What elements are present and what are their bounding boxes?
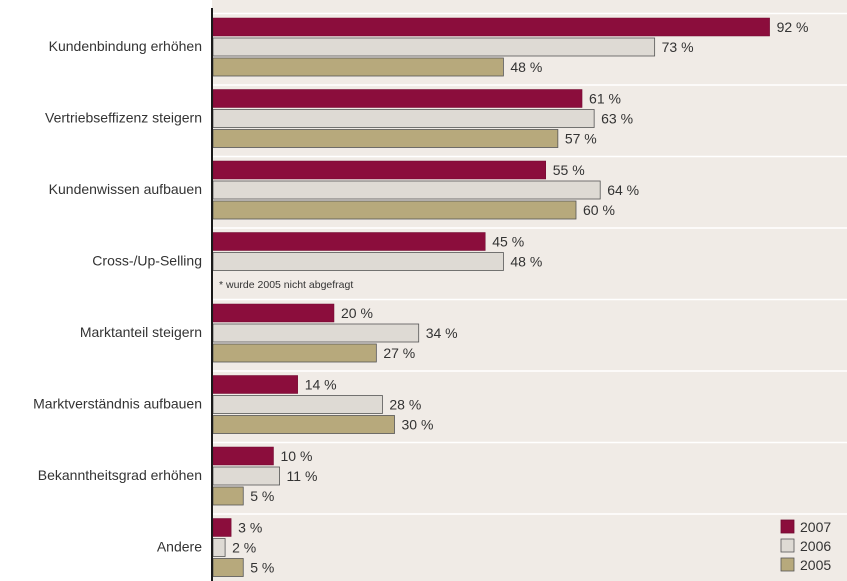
legend-label-2007: 2007 [800, 519, 831, 535]
value-label-marktanteil-steigern-2006: 34 % [426, 325, 458, 341]
value-label-bekanntheitsgrad-erhöhen-2007: 10 % [281, 448, 313, 464]
legend-label-2005: 2005 [800, 557, 831, 573]
value-label-bekanntheitsgrad-erhöhen-2006: 11 % [287, 468, 318, 484]
bar-bekanntheitsgrad-erhöhen-2006 [212, 466, 280, 486]
bar-kundenbindung-erhöhen-2006 [212, 37, 656, 57]
value-label-andere-2005: 5 % [250, 560, 274, 576]
bar-kundenbindung-erhöhen-2007 [212, 17, 770, 37]
bar-marktanteil-steigern-2007 [212, 303, 335, 323]
value-label-kundenwissen-aufbauen-2006: 64 % [607, 182, 639, 198]
bar-kundenwissen-aufbauen-2005 [212, 200, 577, 220]
value-label-kundenbindung-erhöhen-2005: 48 % [510, 59, 542, 75]
legend: 2007 2006 2005 [780, 519, 831, 573]
value-label-andere-2007: 3 % [238, 520, 262, 536]
value-label-bekanntheitsgrad-erhöhen-2005: 5 % [250, 488, 274, 504]
legend-swatch-2006 [780, 538, 795, 553]
bar-vertriebseffizenz-steigern-2007 [212, 89, 583, 108]
value-label-marktanteil-steigern-2007: 20 % [341, 305, 373, 321]
bar-vertriebseffizenz-steigern-2006 [212, 109, 595, 128]
bar-bekanntheitsgrad-erhöhen-2005 [212, 486, 244, 506]
value-label-andere-2006: 2 % [232, 540, 256, 556]
bar-kundenbindung-erhöhen-2005 [212, 57, 504, 77]
bar-cross-up-selling-2007 [212, 232, 486, 251]
value-label-vertriebseffizenz-steigern-2007: 61 % [589, 91, 621, 107]
group-separators [212, 12, 847, 515]
value-label-cross-up-selling-2006: 48 % [510, 254, 542, 270]
category-label-marktverständnis-aufbauen: Marktverständnis aufbauen [33, 396, 202, 412]
category-label-marktanteil-steigern: Marktanteil steigern [80, 324, 202, 340]
category-labels: Kundenbindung erhöhen Vertriebseffizenz s… [33, 38, 202, 555]
value-label-marktanteil-steigern-2005: 27 % [383, 345, 415, 361]
value-label-kundenbindung-erhöhen-2007: 92 % [777, 19, 809, 35]
bars [212, 17, 770, 577]
value-label-marktverständnis-aufbauen-2007: 14 % [305, 377, 337, 393]
legend-swatch-2005 [780, 557, 795, 572]
value-label-cross-up-selling-2007: 45 % [492, 234, 524, 250]
category-label-vertriebseffizenz-steigern: Vertriebseffizenz steigern [45, 110, 202, 126]
bar-marktverständnis-aufbauen-2005 [212, 415, 395, 434]
value-label-vertriebseffizenz-steigern-2005: 57 % [565, 131, 597, 147]
category-label-bekanntheitsgrad-erhöhen: Bekanntheitsgrad erhöhen [38, 467, 202, 483]
bar-cross-up-selling-2006 [212, 252, 504, 271]
value-label-kundenwissen-aufbauen-2007: 55 % [553, 162, 585, 178]
footnote: * wurde 2005 nicht abgefragt [219, 279, 353, 291]
legend-swatch-2007 [780, 519, 795, 534]
value-label-kundenbindung-erhöhen-2006: 73 % [662, 39, 694, 55]
value-label-marktverständnis-aufbauen-2006: 28 % [389, 397, 421, 413]
bar-marktverständnis-aufbauen-2007 [212, 375, 298, 394]
category-label-kundenbindung-erhöhen: Kundenbindung erhöhen [49, 38, 202, 54]
bar-marktanteil-steigern-2005 [212, 343, 377, 363]
bar-kundenwissen-aufbauen-2007 [212, 160, 546, 180]
bar-andere-2006 [212, 538, 226, 557]
bar-vertriebseffizenz-steigern-2005 [212, 129, 559, 148]
bar-marktverständnis-aufbauen-2006 [212, 395, 383, 414]
category-label-andere: Andere [157, 539, 202, 555]
value-labels: 92 % 73 % 48 % 61 % 63 %57 % 55 % 64 % 60 % 45 %… [232, 19, 808, 576]
bar-kundenwissen-aufbauen-2006 [212, 180, 601, 200]
value-label-vertriebseffizenz-steigern-2006: 63 % [601, 111, 633, 127]
bar-andere-2007 [212, 518, 232, 537]
value-label-marktverständnis-aufbauen-2005: 30 % [402, 417, 434, 433]
bar-andere-2005 [212, 558, 244, 577]
category-label-cross-up-selling: Cross-/Up-Selling [92, 253, 202, 269]
category-label-kundenwissen-aufbauen: Kundenwissen aufbauen [49, 181, 202, 197]
bar-bekanntheitsgrad-erhöhen-2007 [212, 446, 274, 466]
bar-marktanteil-steigern-2006 [212, 323, 420, 343]
value-label-kundenwissen-aufbauen-2005: 60 % [583, 202, 615, 218]
legend-label-2006: 2006 [800, 538, 831, 554]
